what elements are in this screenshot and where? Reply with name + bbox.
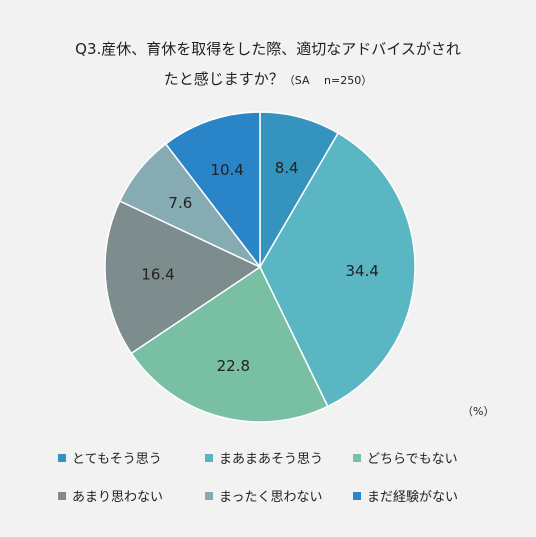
data-label-4: 16.4 xyxy=(141,266,174,284)
legend-swatch xyxy=(58,491,66,500)
legend-label: まったく思わない xyxy=(219,490,323,505)
legend-swatch xyxy=(353,491,361,500)
legend-swatch xyxy=(205,453,213,462)
pie-slice-3 xyxy=(130,265,329,423)
data-label-2: 34.4 xyxy=(346,262,379,280)
chart-title: Q3.産休、育休を取得をした際、適切なアドバイスがされ たと感じますか？（SA … xyxy=(0,34,536,96)
legend-item-1: とてもそう思う xyxy=(58,448,162,467)
legend-swatch xyxy=(353,453,361,462)
data-label-1: 8.4 xyxy=(275,159,299,177)
pie-chart: 8.4 34.4 22.8 16.4 7.6 10.4 xyxy=(104,111,416,423)
pie-slice-4 xyxy=(104,200,262,355)
legend-swatch xyxy=(205,491,213,500)
legend-item-6: まだ経験がない xyxy=(353,486,458,505)
title-note: （SA n=250） xyxy=(283,74,373,87)
data-label-3: 22.8 xyxy=(217,357,250,375)
legend-label: まだ経験がない xyxy=(367,490,459,505)
legend-label: あまり思わない xyxy=(72,490,164,505)
title-line-1: Q3.産休、育休を取得をした際、適切なアドバイスがされ xyxy=(75,40,461,58)
legend-label: とてもそう思う xyxy=(72,452,162,467)
legend-item-5: まったく思わない xyxy=(205,486,322,505)
legend-swatch xyxy=(58,453,66,462)
title-line-2: たと感じますか？（SA n=250） xyxy=(0,64,536,96)
pie-slice-2 xyxy=(259,132,416,408)
legend-item-3: どちらでもない xyxy=(353,448,458,467)
title-line-2-text: たと感じますか？ xyxy=(163,70,284,88)
unit-label: （%） xyxy=(462,405,495,418)
legend-label: まあまあそう思う xyxy=(219,452,324,467)
legend-item-2: まあまあそう思う xyxy=(205,448,323,467)
pie-slice-6 xyxy=(164,111,261,270)
data-label-6: 10.4 xyxy=(210,161,243,179)
legend-label: どちらでもない xyxy=(367,452,458,467)
legend-item-4: あまり思わない xyxy=(58,486,163,505)
data-label-5: 7.6 xyxy=(168,194,192,212)
